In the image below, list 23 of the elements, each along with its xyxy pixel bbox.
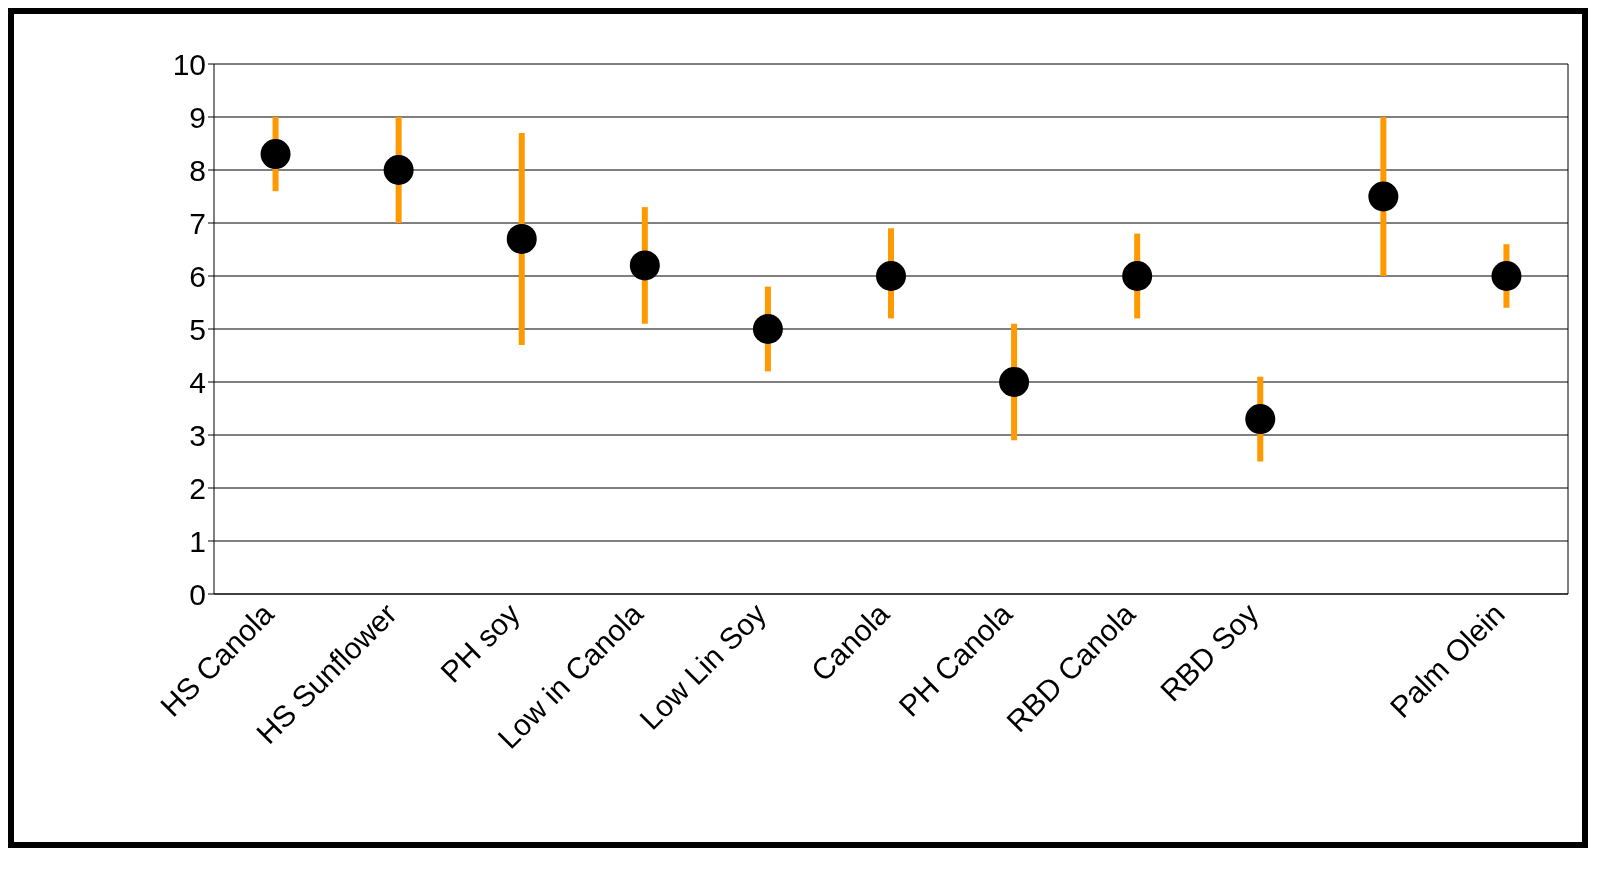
point — [1491, 261, 1522, 291]
y-tick-label: 10 — [172, 47, 206, 81]
point — [383, 155, 414, 185]
y-tick-label: 8 — [189, 153, 206, 187]
point — [999, 367, 1030, 397]
x-tick-label: PH soy — [434, 596, 526, 689]
y-tick-label: 9 — [189, 100, 206, 134]
y-tick-label: 0 — [189, 577, 206, 611]
point — [260, 139, 291, 170]
point — [506, 223, 537, 254]
point — [1368, 181, 1399, 212]
y-tick-label: 4 — [189, 365, 206, 399]
y-tick-label: 7 — [189, 206, 206, 240]
point — [876, 261, 906, 291]
y-tick-label: 3 — [189, 418, 206, 452]
y-tick-label: 6 — [189, 259, 206, 293]
point — [1122, 261, 1153, 291]
point — [629, 250, 660, 281]
y-tick-label: 5 — [189, 312, 206, 346]
point — [1245, 404, 1276, 435]
y-tick-label: 2 — [189, 471, 206, 505]
point — [752, 314, 783, 344]
y-tick-label: 1 — [189, 524, 206, 558]
